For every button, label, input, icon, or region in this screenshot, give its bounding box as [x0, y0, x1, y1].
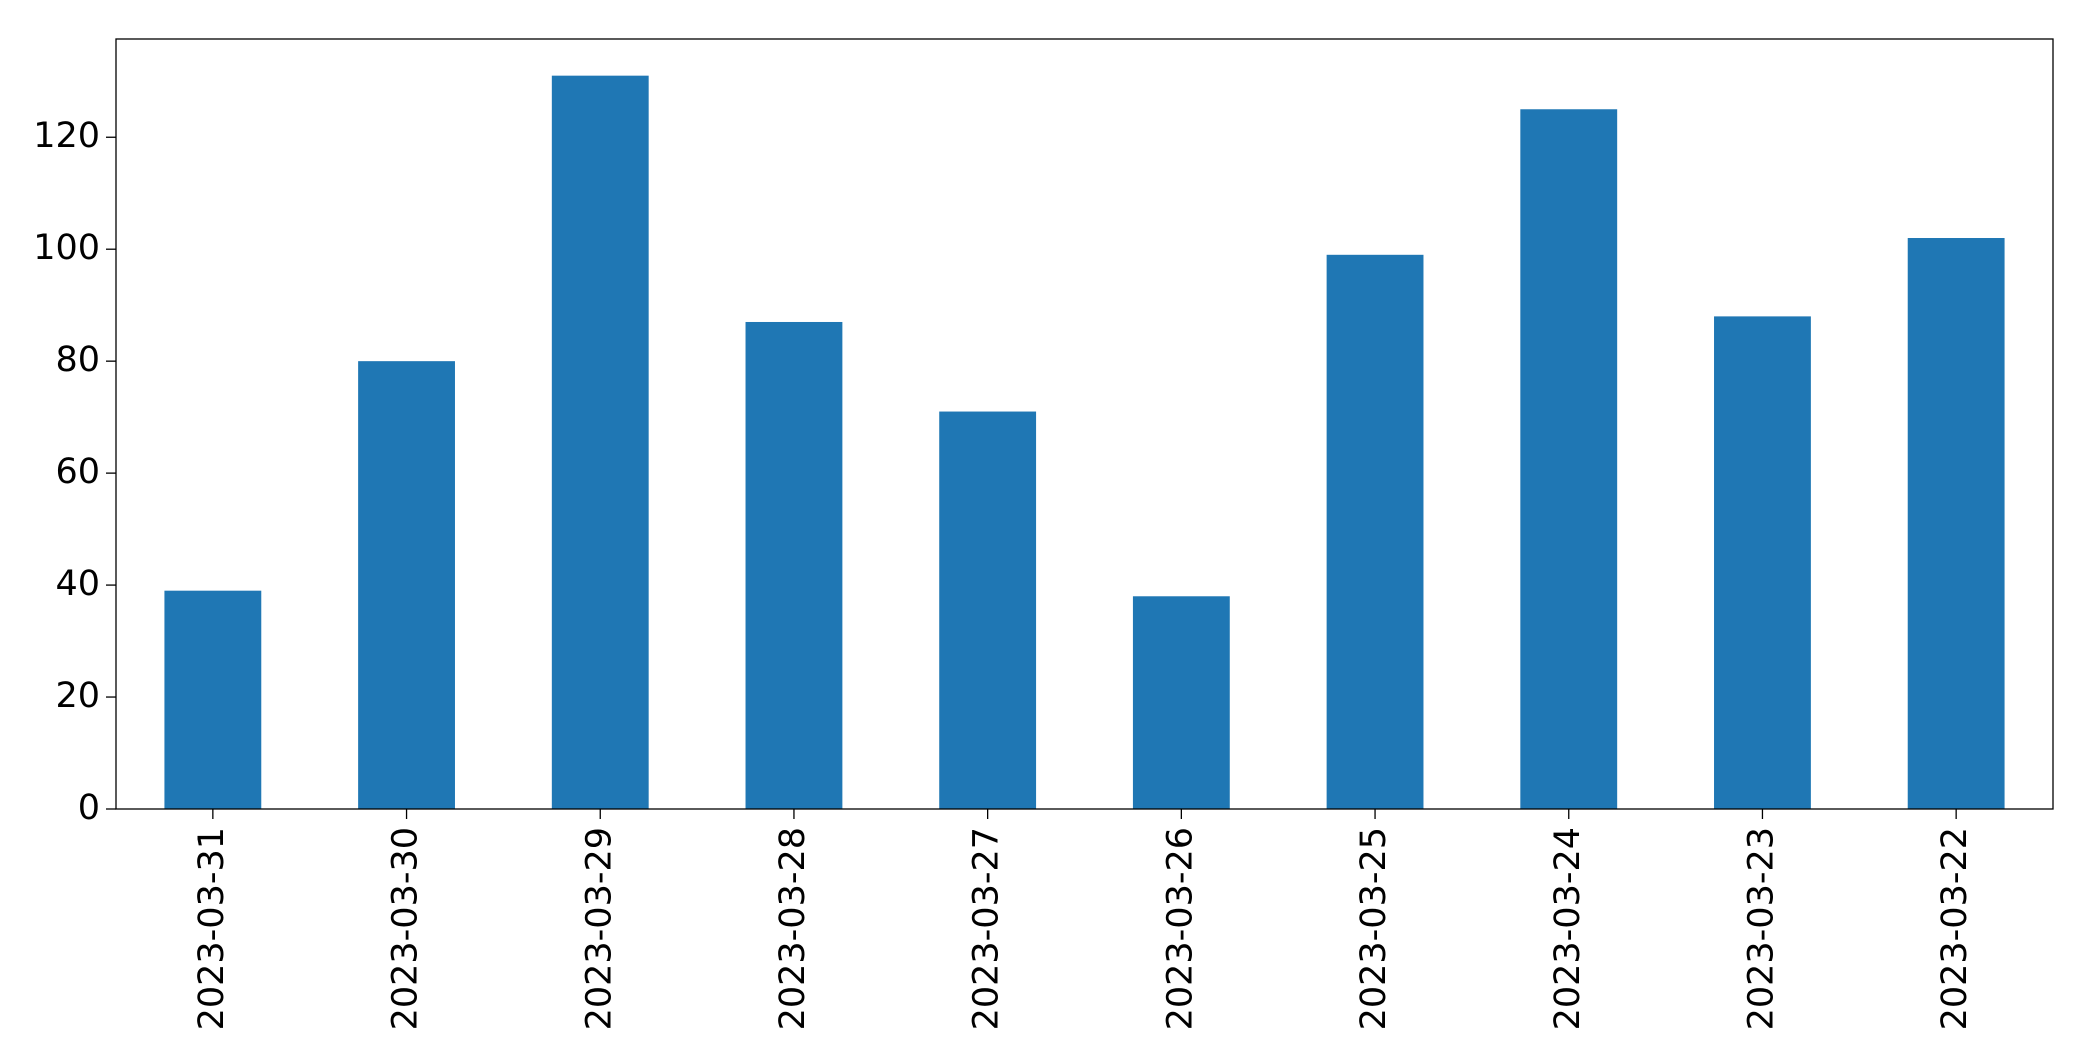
bar: [1132, 596, 1230, 809]
y-tick-label: 0: [78, 788, 100, 828]
x-tick-label: 2023-03-25: [1354, 827, 1394, 1030]
y-tick-label: 60: [55, 452, 100, 492]
bar: [164, 590, 262, 809]
bar: [1714, 316, 1811, 809]
x-tick-label: 2023-03-26: [1160, 827, 1200, 1030]
x-tick-label: 2023-03-29: [579, 827, 619, 1030]
bar: [745, 321, 843, 809]
x-tick-label: 2023-03-23: [1741, 827, 1781, 1030]
y-tick-label: 20: [55, 676, 100, 716]
bar: [1520, 109, 1618, 809]
x-tick-label: 2023-03-31: [192, 827, 232, 1030]
bar: [939, 411, 1037, 809]
y-tick-label: 100: [33, 228, 100, 268]
bar: [1907, 238, 2005, 809]
bar: [358, 361, 455, 809]
x-tick-label: 2023-03-30: [386, 827, 426, 1030]
bar: [551, 75, 649, 809]
y-tick-label: 120: [33, 116, 100, 156]
y-tick-label: 40: [55, 564, 100, 604]
x-tick-label: 2023-03-24: [1548, 827, 1588, 1030]
y-tick-label: 80: [55, 340, 100, 380]
x-tick-label: 2023-03-28: [773, 827, 813, 1030]
x-tick-label: 2023-03-27: [967, 827, 1007, 1030]
bar: [1326, 254, 1424, 810]
x-tick-label: 2023-03-22: [1935, 827, 1975, 1030]
plot-frame: [115, 38, 2054, 810]
